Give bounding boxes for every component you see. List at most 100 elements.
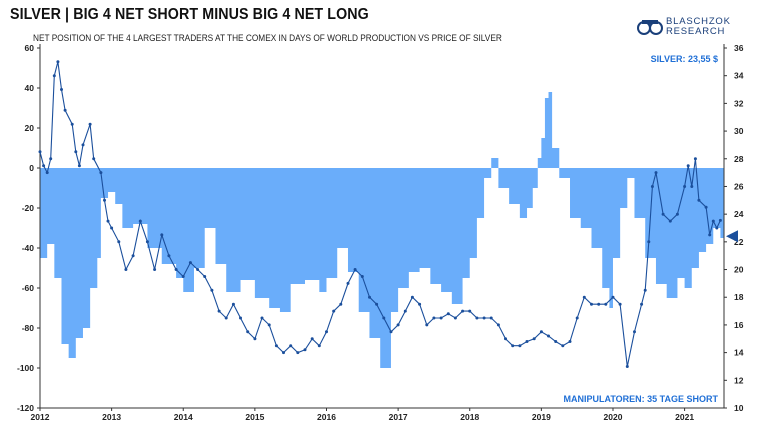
- x-tick-label: 2017: [389, 412, 408, 422]
- silver-price-point: [708, 233, 712, 237]
- silver-price-point: [690, 185, 694, 188]
- right-tick-label: 30: [734, 126, 744, 136]
- silver-price-point: [92, 157, 96, 161]
- left-tick-label: -20: [22, 203, 35, 213]
- silver-price-point: [650, 185, 654, 188]
- silver-price-point: [704, 205, 708, 209]
- silver-price-point: [303, 348, 307, 352]
- silver-price-point: [611, 295, 615, 299]
- x-tick-label: 2018: [460, 412, 479, 422]
- silver-price-point: [210, 288, 214, 292]
- silver-price-point: [643, 288, 647, 292]
- manipulatoren-annotation: MANIPULATOREN: 35 TAGE SHORT: [563, 394, 718, 404]
- silver-price-point: [88, 122, 92, 126]
- silver-price-point: [396, 323, 400, 327]
- left-tick-label: 20: [25, 123, 35, 133]
- silver-price-point: [45, 171, 49, 175]
- silver-price-point: [618, 302, 622, 306]
- silver-price-point: [296, 351, 300, 355]
- silver-price-point: [231, 302, 235, 306]
- silver-price-point: [453, 316, 457, 320]
- silver-price-point: [260, 316, 264, 320]
- silver-price-point: [715, 226, 719, 230]
- silver-price-point: [38, 150, 42, 154]
- right-tick-label: 12: [734, 375, 744, 385]
- silver-price-point: [167, 254, 171, 258]
- silver-price-point: [70, 122, 74, 126]
- silver-price-point: [160, 233, 164, 237]
- silver-price-point: [332, 309, 336, 313]
- silver-price-point: [274, 344, 278, 348]
- silver-price-point: [382, 316, 386, 320]
- left-tick-label: -120: [17, 403, 34, 413]
- left-tick-label: -100: [17, 363, 34, 373]
- silver-price-point: [253, 337, 257, 341]
- silver-price-point: [654, 171, 658, 175]
- silver-price-point: [360, 275, 364, 278]
- silver-price-point: [675, 212, 679, 216]
- right-tick-label: 34: [734, 71, 744, 81]
- x-tick-label: 2013: [102, 412, 121, 422]
- silver-price-point: [217, 309, 221, 313]
- silver-price-point: [718, 218, 722, 222]
- right-tick-label: 18: [734, 292, 744, 302]
- silver-price-point: [174, 268, 178, 271]
- right-tick-label: 16: [734, 320, 744, 330]
- silver-price-point: [310, 337, 314, 341]
- silver-price-point: [282, 351, 285, 355]
- right-tick-label: 10: [734, 403, 744, 413]
- left-tick-label: 0: [29, 163, 34, 173]
- silver-price-point: [353, 268, 357, 271]
- right-tick-label: 14: [734, 348, 744, 358]
- silver-price-point: [693, 157, 697, 161]
- silver-price-point: [138, 219, 142, 223]
- left-tick-label: -60: [22, 283, 35, 293]
- silver-price-point: [375, 302, 379, 306]
- chart-subtitle: NET POSITION OF THE 4 LARGEST TRADERS AT…: [33, 33, 502, 43]
- logo-text-line1: BLASCHZOK: [666, 16, 731, 27]
- silver-price-point: [317, 344, 321, 348]
- silver-price-point: [289, 344, 293, 348]
- left-tick-label: -80: [22, 323, 35, 333]
- silver-price-point: [482, 316, 486, 320]
- left-tick-label: 40: [25, 83, 35, 93]
- silver-price-point: [647, 240, 651, 244]
- left-tick-label: 60: [25, 43, 35, 53]
- silver-price-point: [668, 219, 672, 223]
- right-tick-label: 20: [734, 265, 744, 275]
- silver-price-point: [633, 330, 636, 334]
- chart-title: SILVER | BIG 4 NET SHORT MINUS BIG 4 NET…: [10, 6, 369, 23]
- silver-price-point: [686, 164, 690, 168]
- silver-price-point: [42, 164, 46, 168]
- silver-price-point: [683, 185, 687, 188]
- silver-price-point: [711, 219, 715, 223]
- silver-price-point: [124, 268, 128, 271]
- silver-price-point: [468, 309, 472, 313]
- silver-price-point: [49, 157, 53, 161]
- silver-price-point: [368, 295, 371, 299]
- silver-price-point: [547, 334, 550, 338]
- silver-price-point: [425, 323, 429, 327]
- silver-price-point: [461, 309, 465, 313]
- net-position-area: [40, 92, 724, 368]
- silver-price-point: [697, 198, 701, 202]
- silver-price-point: [475, 316, 479, 320]
- silver-price-point: [117, 240, 121, 244]
- silver-price-point: [539, 330, 543, 334]
- silver-price-point: [532, 337, 536, 341]
- silver-price-point: [439, 316, 443, 320]
- x-tick-label: 2012: [31, 412, 50, 422]
- silver-price-point: [511, 344, 515, 348]
- silver-price-point: [597, 302, 601, 306]
- silver-price-point: [575, 316, 579, 320]
- silver-price-point: [604, 302, 608, 306]
- silver-price-point: [403, 309, 407, 313]
- silver-price-point: [640, 302, 644, 306]
- silver-price-point: [561, 344, 565, 348]
- silver-price-point: [203, 275, 207, 278]
- x-tick-label: 2016: [317, 412, 336, 422]
- silver-price-point: [131, 254, 135, 258]
- silver-price-point: [518, 344, 522, 348]
- silver-price-point: [52, 74, 56, 78]
